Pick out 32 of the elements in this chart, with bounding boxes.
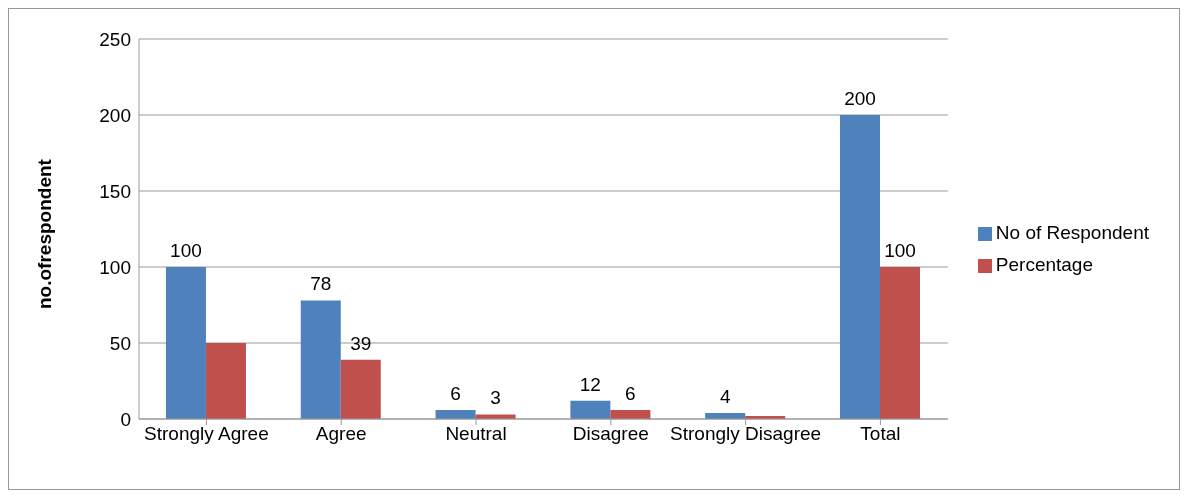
y-tick-label: 0	[120, 408, 131, 430]
x-tick-label: Strongly Disagree	[670, 423, 822, 445]
x-tick-label: Strongly Agree	[144, 423, 269, 445]
data-label: 100	[884, 240, 916, 261]
data-label: 200	[844, 88, 876, 109]
bar	[839, 115, 880, 419]
y-axis-title: no.ofrespondent	[33, 158, 55, 309]
bar	[340, 359, 381, 419]
data-label: 12	[579, 373, 601, 395]
bar	[165, 267, 206, 419]
data-label: 78	[310, 273, 332, 295]
data-label: 39	[350, 332, 372, 354]
x-tick-label: Total	[860, 423, 901, 445]
bar	[879, 267, 920, 419]
x-tick-label: Agree	[315, 423, 367, 445]
y-tick-label: 100	[99, 256, 131, 278]
y-tick-label: 150	[99, 180, 131, 202]
data-label: 6	[625, 382, 636, 404]
data-label: 100	[170, 240, 202, 261]
legend-label: Percentage	[995, 254, 1094, 275]
y-tick-label: 200	[99, 104, 131, 126]
legend-label: No of Respondent	[995, 222, 1149, 243]
data-label: 3	[490, 387, 501, 409]
y-tick-label: 250	[99, 28, 131, 50]
bar	[300, 300, 341, 419]
x-tick-label: Neutral	[445, 423, 507, 445]
y-tick-label: 50	[109, 332, 131, 354]
bar	[205, 343, 246, 419]
data-label: 4	[719, 385, 731, 407]
x-tick-label: Disagree	[572, 423, 649, 445]
data-label: 6	[450, 382, 461, 404]
bar	[570, 400, 611, 419]
